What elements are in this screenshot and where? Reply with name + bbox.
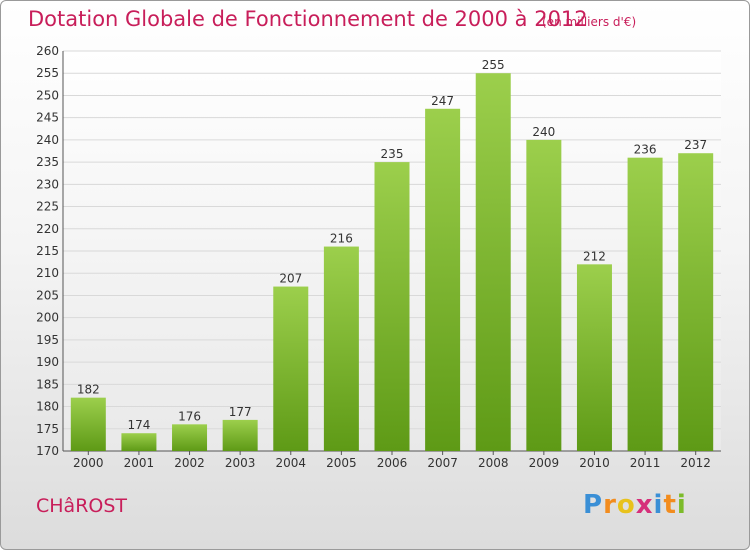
y-tick-label: 255 [36,66,59,80]
y-tick-label: 170 [36,444,59,458]
data-label: 216 [330,232,353,246]
bar [627,157,663,451]
bar [172,424,208,451]
bar [678,153,714,451]
bar [374,162,410,451]
data-label: 207 [279,272,302,286]
bar [425,108,461,452]
y-tick-label: 180 [36,400,59,414]
commune-name: CHâROST [36,495,128,517]
x-tick-label: 2002 [174,456,205,470]
x-tick-label: 2005 [326,456,357,470]
data-label: 240 [532,125,555,139]
logo-letter: i [653,490,664,520]
bar [273,286,309,451]
bar [475,73,511,451]
y-tick-label: 205 [36,288,59,302]
data-label: 247 [431,94,454,108]
x-tick-label: 2000 [73,456,104,470]
y-tick-label: 215 [36,244,59,258]
y-tick-label: 175 [36,422,59,436]
y-tick-label: 185 [36,377,59,391]
y-tick-label: 245 [36,111,59,125]
chart-title: Dotation Globale de Fonctionnement de 20… [28,7,588,31]
data-label: 174 [127,418,150,432]
y-tick-label: 220 [36,222,59,236]
x-tick-label: 2012 [680,456,711,470]
x-tick-label: 2001 [124,456,155,470]
y-tick-label: 225 [36,200,59,214]
y-tick-label: 195 [36,333,59,347]
bar [576,264,612,451]
x-tick-label: 2010 [579,456,610,470]
y-tick-label: 210 [36,266,59,280]
bar [526,139,562,451]
y-tick-label: 230 [36,177,59,191]
data-label: 212 [583,249,606,263]
data-label: 236 [634,143,657,157]
data-label: 182 [77,383,100,397]
bar [323,246,359,451]
x-tick-label: 2008 [478,456,509,470]
x-tick-label: 2007 [427,456,458,470]
data-label: 176 [178,409,201,423]
y-tick-label: 250 [36,88,59,102]
bar [70,397,106,451]
data-label: 177 [229,405,252,419]
chart-subtitle: (en milliers d'€) [542,15,637,29]
logo-letter: x [635,490,654,520]
logo-letter: o [616,490,636,520]
data-label: 237 [684,138,707,152]
logo-letter: i [676,490,687,520]
plot-area: 170 175 180 185 190 195 200 205 210 215 220 225 230 2… [36,44,721,470]
x-tick-label: 2011 [630,456,661,470]
data-label: 255 [482,58,505,72]
data-label: 235 [381,147,404,161]
y-tick-label: 235 [36,155,59,169]
y-tick-label: 190 [36,355,59,369]
logo-letter: t [663,490,677,520]
y-tick-label: 260 [36,44,59,58]
bar [121,433,157,451]
x-tick-label: 2004 [275,456,306,470]
x-tick-label: 2006 [377,456,408,470]
logo-letter: r [603,490,617,520]
bar [222,419,258,451]
y-tick-label: 200 [36,311,59,325]
logo-letter: P [583,490,604,520]
y-tick-label: 240 [36,133,59,147]
proxiti-logo: Proxiti [583,490,687,520]
x-tick-label: 2009 [529,456,560,470]
x-tick-label: 2003 [225,456,256,470]
